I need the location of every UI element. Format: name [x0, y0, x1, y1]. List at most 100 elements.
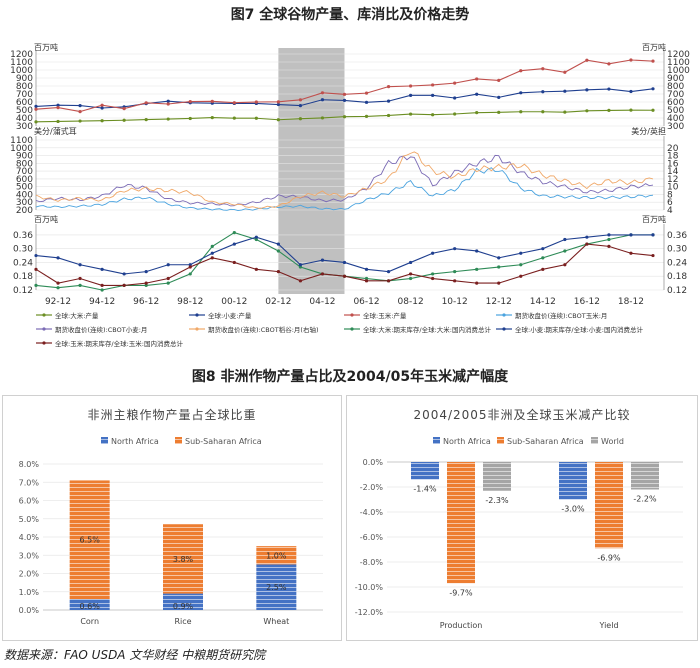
data-point [386, 113, 391, 118]
legend-label: 全球:小麦:产量 [208, 311, 252, 320]
data-point [144, 118, 148, 122]
legend-marker [42, 341, 46, 345]
x-tick-label: 10-12 [442, 297, 468, 307]
x-tick-label: 12-12 [486, 297, 512, 307]
data-point [298, 117, 303, 121]
data-point [100, 267, 104, 271]
data-point [431, 113, 435, 117]
data-point [651, 59, 655, 63]
bar [256, 546, 297, 565]
data-point [563, 89, 567, 93]
data-point [386, 279, 391, 283]
y-tick-label: 0.30 [13, 245, 33, 255]
data-point [232, 260, 236, 265]
y-tick-label: 1100 [10, 58, 33, 68]
data-point [298, 263, 303, 267]
legend-label: 期货收盘价(连续):CBOT玉米:月 [515, 311, 607, 320]
y-tick-label: 4.0% [19, 533, 40, 542]
data-label: -2.3% [485, 496, 509, 505]
data-point [144, 281, 148, 285]
x-tick-label: 08-12 [398, 297, 424, 307]
data-point [56, 256, 60, 260]
data-point [453, 247, 457, 251]
data-point [210, 99, 214, 103]
data-point [364, 100, 369, 104]
data-point [34, 283, 38, 288]
data-point [408, 276, 413, 281]
data-point [166, 276, 170, 281]
data-point [519, 251, 523, 255]
y-tick-label: 0.12 [13, 286, 33, 296]
x-tick-label: Rice [174, 617, 191, 626]
y-tick-label: 0.0% [19, 606, 40, 615]
data-label: -1.4% [413, 485, 437, 494]
data-point [497, 281, 501, 285]
data-label: -3.0% [561, 505, 585, 514]
y-tick-label: 300 [16, 122, 33, 132]
data-point [320, 91, 325, 95]
data-point [585, 109, 589, 113]
data-point [144, 101, 148, 105]
y-tick-label: 1000 [10, 144, 33, 154]
y-tick-label: 0.24 [13, 258, 33, 268]
data-point [78, 283, 82, 288]
legend-marker [42, 313, 46, 317]
data-label: 0.6% [80, 602, 101, 611]
y-tick-label: -10.0% [355, 583, 384, 592]
data-point [188, 263, 192, 267]
x-tick-label: 16-12 [574, 297, 600, 307]
bar [163, 524, 203, 594]
data-point [497, 95, 501, 99]
data-point [210, 244, 214, 248]
data-point [232, 230, 236, 235]
legend-marker [350, 313, 354, 317]
y-unit-right: 百万吨 [642, 42, 666, 52]
legend-marker [502, 313, 506, 317]
data-label: -9.7% [449, 588, 473, 597]
data-point [651, 87, 655, 91]
data-point [408, 112, 413, 116]
data-point [34, 267, 38, 271]
data-point [629, 58, 633, 62]
x-tick-label: 98-12 [177, 297, 203, 307]
data-point [56, 281, 60, 285]
y-tick-label: 1.0% [19, 588, 40, 597]
data-point [298, 104, 303, 108]
data-point [475, 281, 479, 285]
data-point [475, 249, 479, 253]
x-tick-label: 00-12 [221, 297, 247, 307]
data-point [519, 110, 523, 114]
data-point [629, 108, 633, 112]
legend-swatch [591, 437, 598, 444]
y-tick-label: 700 [16, 167, 33, 177]
data-point [607, 233, 611, 237]
x-tick-label: 94-12 [89, 297, 115, 307]
y-tick-label: 900 [16, 152, 33, 162]
bar [559, 462, 587, 500]
data-point [651, 253, 655, 258]
legend-marker [42, 327, 46, 331]
data-point [541, 90, 545, 94]
data-point [408, 260, 413, 265]
y2-tick-label: 0.12 [667, 286, 687, 296]
x-tick-label: Yield [598, 621, 618, 630]
y2-tick-label: 500 [667, 106, 684, 116]
data-point [100, 283, 104, 288]
y2-tick-label: 1200 [667, 50, 690, 60]
data-point [276, 249, 280, 253]
data-point [276, 118, 280, 122]
x-tick-label: Wheat [263, 617, 289, 626]
y-tick-label: 800 [16, 82, 33, 92]
y-tick-label: 600 [16, 175, 33, 185]
data-point [210, 251, 214, 255]
data-point [232, 116, 236, 120]
data-point [78, 263, 82, 267]
data-point [497, 110, 501, 114]
figure8-right-title: 2004/2005非洲及全球玉米减产比较 [413, 408, 631, 422]
legend-swatch [175, 437, 182, 444]
data-point [585, 235, 589, 239]
legend-marker [195, 313, 199, 317]
data-point [100, 288, 104, 292]
data-point [342, 115, 347, 119]
y-tick-label: 900 [16, 74, 33, 84]
